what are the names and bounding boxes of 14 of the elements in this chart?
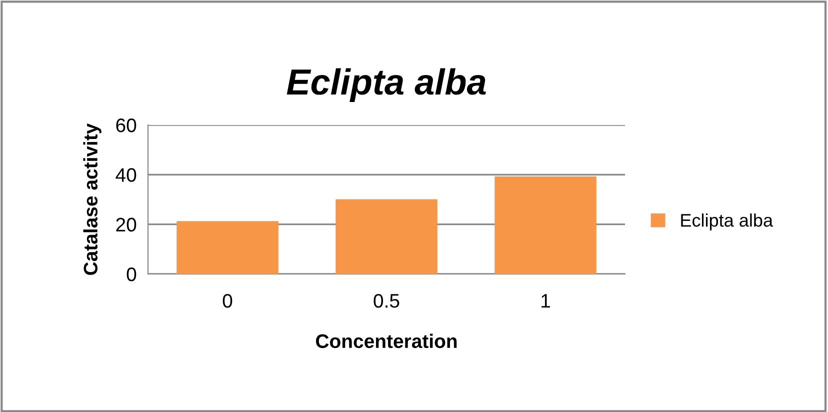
y-tick-label: 40 — [116, 168, 136, 182]
y-tick-label: 0 — [126, 267, 136, 282]
legend-label: Eclipta alba — [681, 213, 774, 230]
x-tick-label: 0 — [222, 294, 232, 308]
y-tick-label: 60 — [116, 118, 136, 132]
x-tick-label: 0.5 — [374, 294, 400, 308]
y-axis-title: Catalase activity — [83, 123, 102, 275]
chart-title: Eclipta alba — [286, 68, 486, 102]
bar — [494, 176, 596, 274]
x-axis-title: Concenteration — [316, 334, 457, 348]
bar — [336, 199, 438, 274]
y-tick-label: 20 — [116, 218, 136, 232]
bar — [176, 221, 278, 274]
x-tick-label: 1 — [542, 294, 550, 308]
